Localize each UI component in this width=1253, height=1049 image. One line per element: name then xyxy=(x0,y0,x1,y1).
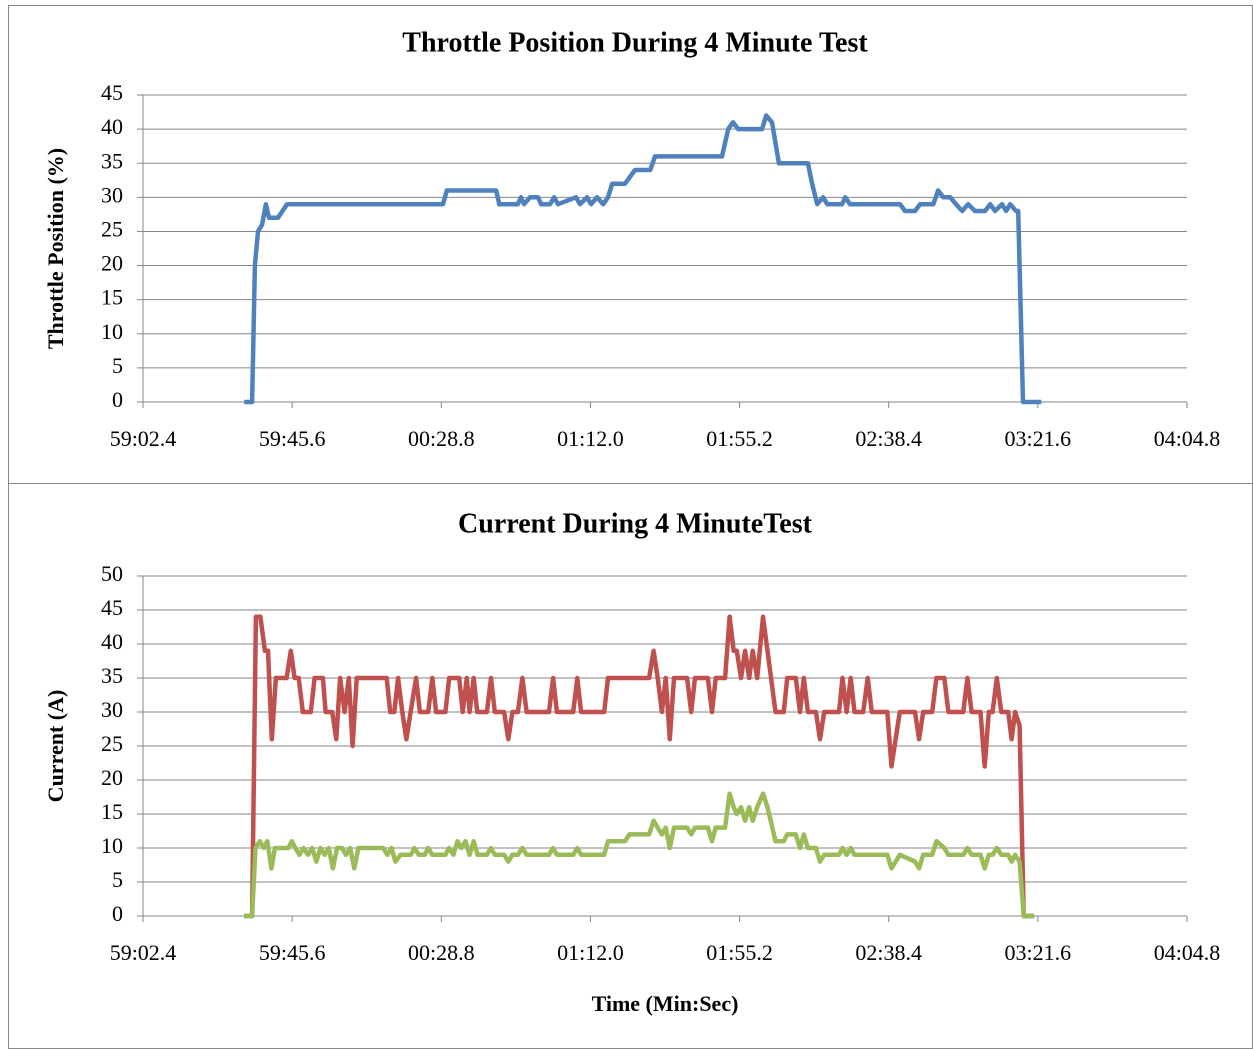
y-tick-label: 40 xyxy=(101,114,123,139)
x-tick-label: 04:04.8 xyxy=(1154,940,1221,965)
y-tick-label: 0 xyxy=(112,901,123,926)
y-tick-label: 50 xyxy=(101,561,123,586)
y-tick-label: 35 xyxy=(101,148,123,173)
y-axis-title: Current (A) xyxy=(43,690,68,803)
y-tick-label: 10 xyxy=(101,319,123,344)
y-tick-label: 45 xyxy=(101,80,123,105)
chart-title: Current During 4 MinuteTest xyxy=(458,508,813,539)
data-line xyxy=(244,614,1035,919)
y-tick-label: 35 xyxy=(101,663,123,688)
x-tick-label: 59:45.6 xyxy=(259,940,326,965)
y-tick-label: 0 xyxy=(112,387,123,412)
x-tick-label: 00:28.8 xyxy=(408,940,475,965)
y-tick-label: 5 xyxy=(112,353,123,378)
x-tick-label: 03:21.6 xyxy=(1005,426,1072,451)
y-tick-label: 30 xyxy=(101,182,123,207)
x-tick-label: 01:55.2 xyxy=(706,426,773,451)
y-tick-label: 30 xyxy=(101,697,123,722)
x-axis-title: Time (Min:Sec) xyxy=(592,991,739,1016)
data-line xyxy=(244,113,1042,405)
x-tick-label: 01:55.2 xyxy=(706,940,773,965)
y-tick-label: 20 xyxy=(101,765,123,790)
x-tick-label: 00:28.8 xyxy=(408,426,475,451)
x-tick-label: 02:38.4 xyxy=(855,940,922,965)
y-tick-label: 5 xyxy=(112,867,123,892)
x-tick-label: 02:38.4 xyxy=(855,426,922,451)
data-line xyxy=(244,791,1035,919)
x-tick-label: 59:02.4 xyxy=(110,426,177,451)
chart-title: Throttle Position During 4 Minute Test xyxy=(402,27,868,58)
x-tick-label: 01:12.0 xyxy=(557,940,624,965)
y-tick-label: 40 xyxy=(101,629,123,654)
y-tick-label: 15 xyxy=(101,285,123,310)
y-tick-label: 10 xyxy=(101,833,123,858)
x-tick-label: 04:04.8 xyxy=(1154,426,1221,451)
x-tick-label: 59:02.4 xyxy=(110,940,177,965)
chart-frame xyxy=(8,5,1253,484)
y-tick-label: 25 xyxy=(101,731,123,756)
y-tick-label: 45 xyxy=(101,595,123,620)
y-tick-label: 25 xyxy=(101,216,123,241)
x-tick-label: 03:21.6 xyxy=(1005,940,1072,965)
x-tick-label: 01:12.0 xyxy=(557,426,624,451)
y-tick-label: 15 xyxy=(101,799,123,824)
y-tick-label: 20 xyxy=(101,251,123,276)
x-tick-label: 59:45.6 xyxy=(259,426,326,451)
y-axis-title: Throttle Position (%) xyxy=(43,148,68,349)
